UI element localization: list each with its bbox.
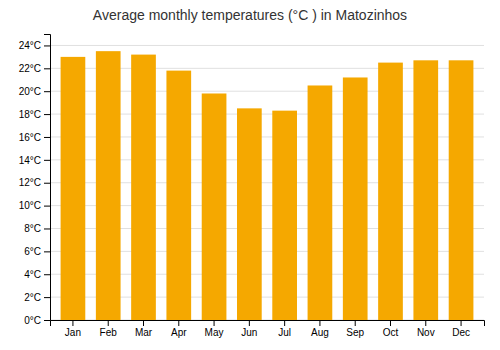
y-tick: 0°C [24,315,50,326]
title: Average monthly temperatures (°C ) in Ma… [93,7,407,23]
y-tick: 22°C [19,63,50,74]
grid [50,45,484,320]
x-tick-mark [425,320,426,326]
x-tick-mark [461,320,462,326]
y-tick-mark [44,251,50,252]
y-axis: 0°C 2°C 4°C 6°C 8°C 10°C 12°C 14°C 16°C 18°C 20°C 2… [19,35,51,326]
x-tick-mark [319,320,320,326]
bar [378,63,403,320]
x-tick-mark [108,320,109,326]
y-tick-mark [44,114,50,115]
y-tick-label: 16°C [19,132,41,143]
y-tick-mark [44,68,50,69]
x-tick-label: Dec [452,327,470,338]
y-tick-label: 0°C [24,315,41,326]
y-tick: 2°C [24,292,50,303]
y-tick-mark [44,183,50,184]
x-tick: Nov [417,320,435,338]
y-tick-label: 14°C [19,155,41,166]
x-tick-mark [143,320,144,326]
bar [166,71,191,320]
x-tick-label: Aug [311,327,329,338]
y-tick-label: 20°C [19,86,41,97]
x-tick-label: Feb [100,327,118,338]
x-tick-label: Jul [278,327,291,338]
bars [61,51,474,320]
y-tick-mark [44,160,50,161]
bar [449,60,474,320]
y-tick-mark [44,228,50,229]
x-axis-line [51,321,485,327]
plot: 0°C 2°C 4°C 6°C 8°C 10°C 12°C 14°C 16°C 18°C 20°C 2… [19,35,485,339]
y-tick: 10°C [19,200,50,211]
x-tick: May [205,320,224,338]
x-tick-mark [178,320,179,326]
x-tick-label: Mar [135,327,153,338]
x-tick: Oct [383,320,399,338]
x-tick-label: May [205,327,224,338]
y-tick-mark [44,274,50,275]
x-axis: Jan Feb Mar Apr May Jun Jul Aug Sep Oct Nov Dec [51,320,485,338]
y-tick-label: 18°C [19,109,41,120]
y-tick-mark [44,320,50,321]
y-tick-label: 2°C [24,292,41,303]
chart: 0°C 2°C 4°C 6°C 8°C 10°C 12°C 14°C 16°C 18°C 20°C 2… [0,0,500,350]
bar [308,85,333,320]
y-tick: 18°C [19,109,50,120]
x-tick: Feb [100,320,118,338]
x-tick: Jul [278,320,291,338]
x-tick: Sep [346,320,364,338]
y-tick: 12°C [19,177,50,188]
x-tick-label: Apr [171,327,187,338]
x-tick-label: Nov [417,327,435,338]
bar [413,60,438,320]
x-tick-mark [214,320,215,326]
x-tick-label: Sep [346,327,364,338]
x-tick-mark [249,320,250,326]
x-tick: Jan [65,320,81,338]
y-tick-label: 12°C [19,177,41,188]
bar [237,108,262,320]
y-tick-label: 22°C [19,63,41,74]
y-tick: 8°C [24,223,50,234]
x-tick-mark [390,320,391,326]
bar [61,57,86,320]
x-tick: Mar [135,320,153,338]
bar [96,51,121,320]
y-tick: 16°C [19,132,50,143]
y-tick-label: 6°C [24,246,41,257]
x-tick-label: Jan [65,327,81,338]
y-tick-label: 10°C [19,200,41,211]
y-tick-label: 8°C [24,223,41,234]
y-tick: 14°C [19,155,50,166]
x-tick: Aug [311,320,329,338]
bar [131,55,156,320]
x-tick-mark [355,320,356,326]
bar [272,111,297,320]
bar [202,93,227,320]
y-tick-mark [44,91,50,92]
x-tick-mark [72,320,73,326]
y-tick-mark [44,206,50,207]
y-tick: 4°C [24,269,50,280]
x-tick-label: Oct [383,327,399,338]
x-tick: Apr [171,320,187,338]
y-tick-label: 4°C [24,269,41,280]
y-tick: 20°C [19,86,50,97]
x-tick: Jun [241,320,257,338]
x-tick-mark [284,320,285,326]
y-tick-mark [44,137,50,138]
y-tick: 24°C [19,40,50,51]
grid-line [50,45,484,46]
y-tick: 6°C [24,246,50,257]
x-tick-label: Jun [241,327,257,338]
x-tick: Dec [452,320,470,338]
y-tick-label: 24°C [19,40,41,51]
bar [343,77,368,320]
y-axis-line [44,35,51,321]
y-tick-mark [44,297,50,298]
y-tick-mark [44,45,50,46]
